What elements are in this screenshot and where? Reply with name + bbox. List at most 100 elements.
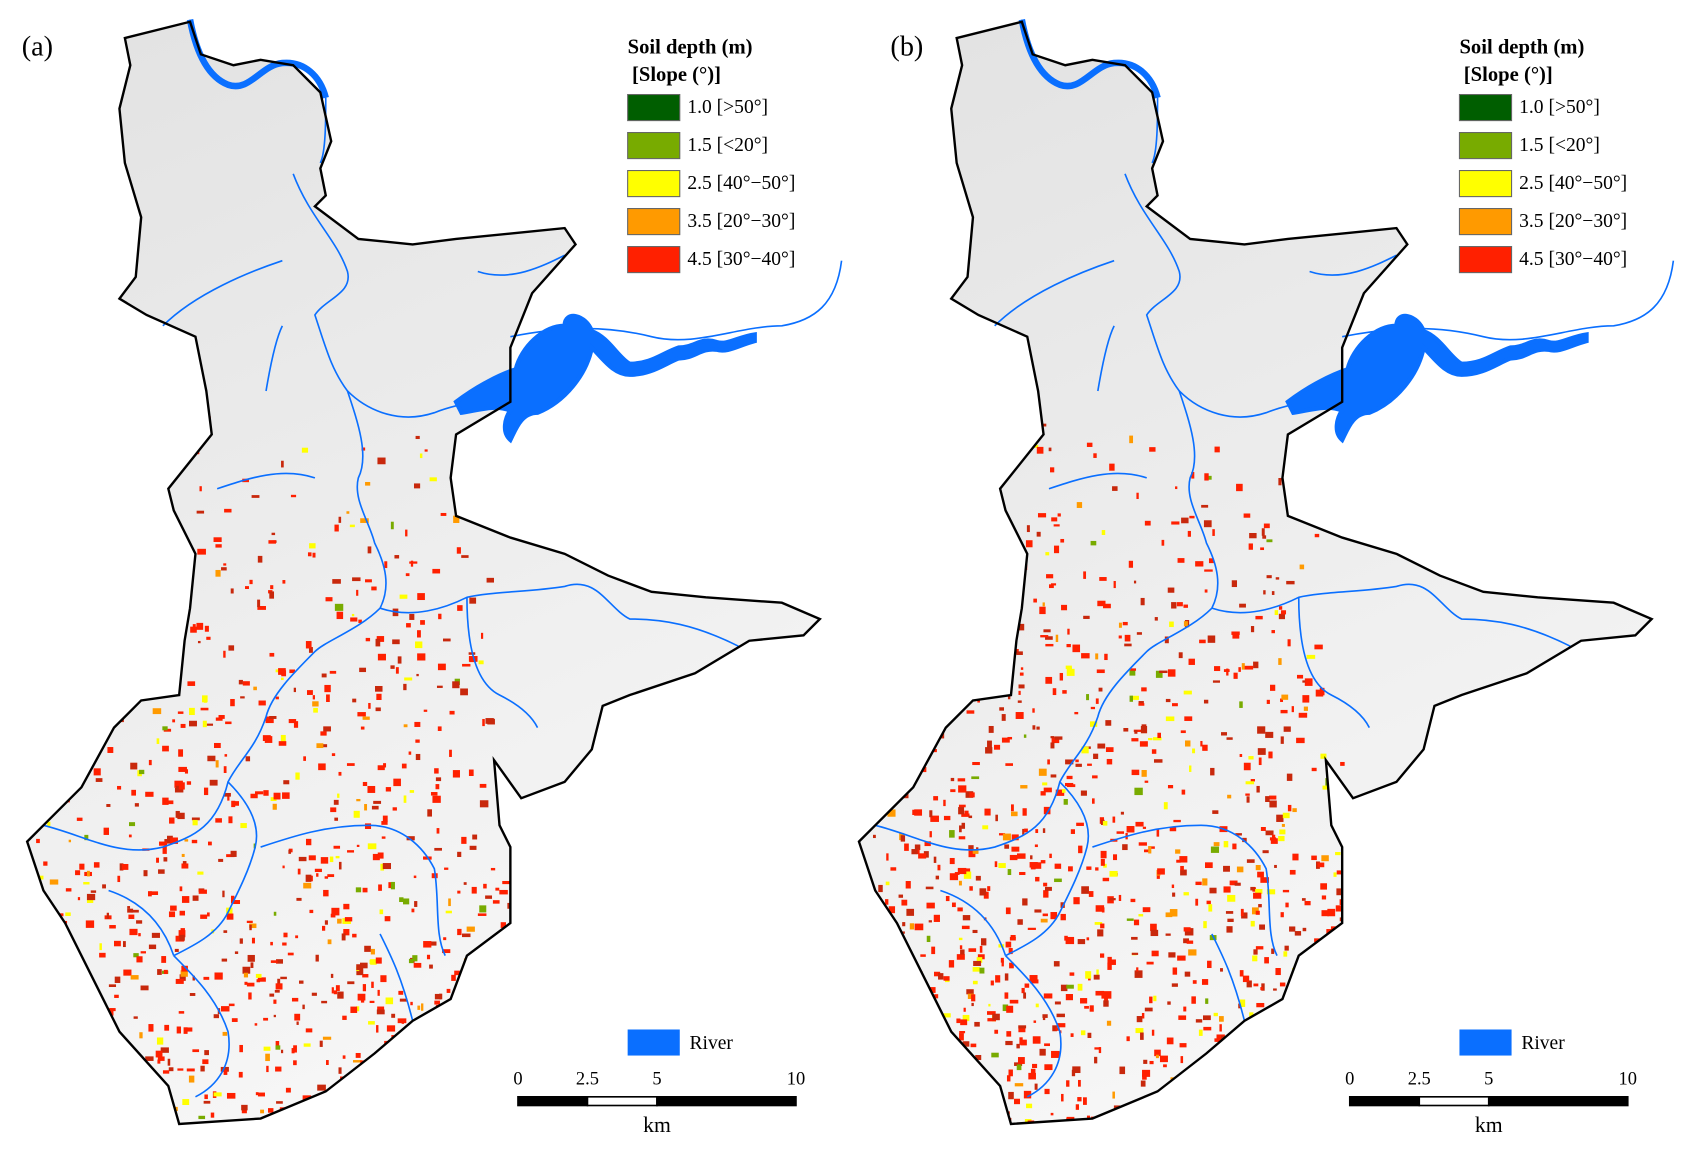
soil-patch [1236,866,1244,873]
soil-patch [295,935,299,939]
soil-patch [1204,862,1213,869]
soil-patch [972,849,979,854]
soil-patch [1109,898,1116,901]
soil-patch [1181,789,1186,795]
soil-patch [77,594,84,600]
soil-patch [1315,1034,1319,1038]
soil-patch [406,623,411,628]
soil-patch [487,961,493,965]
soil-patch [258,700,266,706]
soil-patch [43,861,48,866]
soil-patch [1061,789,1066,793]
soil-patch [277,978,281,987]
soil-patch [1330,948,1335,955]
soil-patch [47,1103,56,1107]
soil-patch [1214,666,1221,672]
soil-patch [168,1067,174,1072]
soil-patch [76,769,80,776]
soil-patch [375,957,382,964]
soil-patch [200,707,209,711]
soil-patch [1026,1103,1033,1109]
soil-patch [368,1114,376,1119]
soil-patch [178,782,185,790]
soil-patch [995,1100,1004,1108]
soil-patch [1314,1056,1320,1063]
soil-patch [1159,670,1168,674]
soil-patch [1321,855,1329,862]
soil-patch [877,955,886,961]
soil-patch [1256,1002,1265,1008]
soil-patch [931,946,936,955]
soil-patch [435,777,442,782]
soil-patch [1054,1001,1061,1005]
soil-patch [1279,829,1286,835]
soil-patch [1220,968,1223,972]
soil-patch [364,804,368,811]
soil-patch [916,849,920,855]
soil-patch [898,671,902,677]
soil-patch [957,778,966,782]
soil-patch [1310,456,1315,461]
soil-patch [1274,864,1277,868]
soil-patch [33,672,40,675]
soil-patch [1243,762,1251,771]
soil-patch [1033,1020,1037,1023]
basin-area [858,21,1652,1124]
soil-patch [1006,1031,1012,1037]
soil-patch [1250,920,1255,927]
soil-patch [1020,785,1028,789]
soil-patch [1176,859,1181,863]
soil-patch [365,637,371,642]
soil-patch [1332,997,1337,1005]
soil-patch [1126,826,1135,833]
soil-patch [486,577,494,583]
legend-subtitle: [Slope (°)] [632,64,721,86]
soil-patch [881,1120,890,1124]
soil-patch [107,747,114,753]
basin-area [27,21,820,1124]
soil-patch [998,863,1006,868]
soil-patch [478,660,484,665]
soil-patch [1157,868,1165,875]
soil-patch [479,977,487,983]
soil-patch [978,611,985,617]
soil-patch [1188,658,1195,665]
soil-patch [1238,1003,1241,1009]
soil-patch [69,1082,74,1089]
soil-patch [312,695,315,700]
soil-patch [1040,635,1049,638]
soil-patch [1262,1012,1266,1015]
soil-patch [1042,828,1046,833]
soil-patch [112,1119,118,1124]
soil-patch [159,841,168,846]
soil-patch [905,727,914,735]
soil-patch [1177,955,1186,961]
soil-patch [384,561,388,569]
scale-unit: km [643,1113,671,1137]
soil-patch [1080,998,1088,1004]
soil-patch [250,793,258,799]
soil-patch [280,1049,284,1054]
soil-patch [297,868,301,875]
soil-patch [1034,1083,1038,1090]
soil-patch [449,710,455,715]
soil-patch [926,464,934,469]
soil-patch [1042,913,1048,917]
soil-patch [1265,830,1274,836]
soil-patch [203,787,209,796]
soil-patch [875,977,879,984]
river-line [1309,254,1397,276]
soil-patch [960,949,965,955]
soil-patch [1292,808,1297,813]
soil-patch [1144,1007,1153,1012]
soil-patch [379,909,384,915]
soil-patch [1112,816,1116,823]
soil-patch [1196,1123,1203,1124]
soil-patch [275,696,279,700]
soil-patch [157,1056,165,1061]
soil-patch [1199,639,1206,644]
soil-patch [934,653,939,658]
soil-patch [1035,1003,1039,1008]
soil-patch [46,659,53,664]
soil-patch [321,1000,328,1004]
